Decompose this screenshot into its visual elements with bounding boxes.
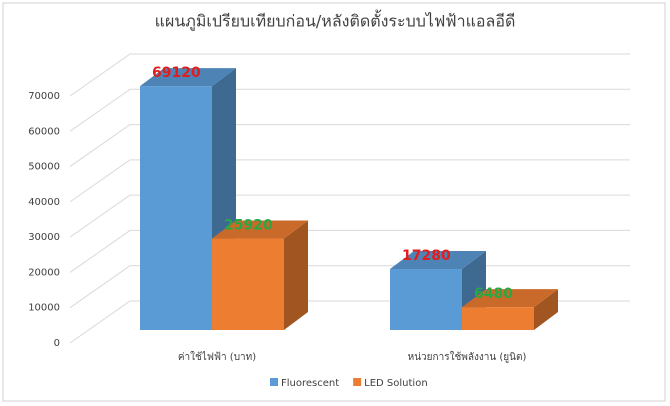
legend-label: LED Solution	[364, 378, 428, 389]
bar-top	[140, 68, 236, 87]
y-tick-label: 30000	[28, 232, 60, 243]
grid-line	[69, 124, 630, 167]
grid-line	[69, 159, 630, 203]
data-label: 69120	[152, 65, 201, 81]
chart-frame	[2, 2, 666, 402]
bar-top	[212, 220, 308, 239]
x-tick-label: หน่วยการใช้พลังงาน (ยูนิต)	[408, 351, 527, 363]
y-tick-label: 40000	[28, 197, 60, 208]
grid-line	[69, 53, 630, 97]
y-tick-label: 50000	[28, 162, 60, 173]
x-tick-label: ค่าใช้ไฟฟ้า (บาท)	[178, 351, 256, 363]
legend-swatch	[270, 378, 278, 386]
bar	[140, 86, 212, 331]
bar	[212, 238, 284, 330]
chart-title: แผนภูมิเปรียบเทียบก่อน/หลังติดตั้งระบบไฟ…	[155, 10, 516, 32]
y-tick-label: 70000	[28, 91, 60, 102]
bar	[390, 269, 462, 330]
bar-side	[534, 289, 558, 330]
legend-swatch	[353, 378, 362, 386]
bar	[462, 307, 534, 330]
grid-line	[69, 194, 630, 238]
bar-top	[390, 251, 486, 270]
grid-line	[69, 229, 630, 273]
y-tick-label: 10000	[28, 303, 60, 314]
y-tick-label: 0	[54, 338, 60, 349]
legend-label: Fluorescent	[281, 378, 339, 389]
data-label: 25920	[224, 218, 273, 234]
y-tick-label: 60000	[28, 126, 60, 137]
data-label: 6480	[474, 286, 513, 302]
data-label: 17280	[402, 248, 451, 264]
bar-top	[462, 289, 558, 308]
bar-side	[284, 220, 308, 330]
grid-line	[69, 88, 630, 132]
y-tick-label: 20000	[28, 267, 60, 278]
